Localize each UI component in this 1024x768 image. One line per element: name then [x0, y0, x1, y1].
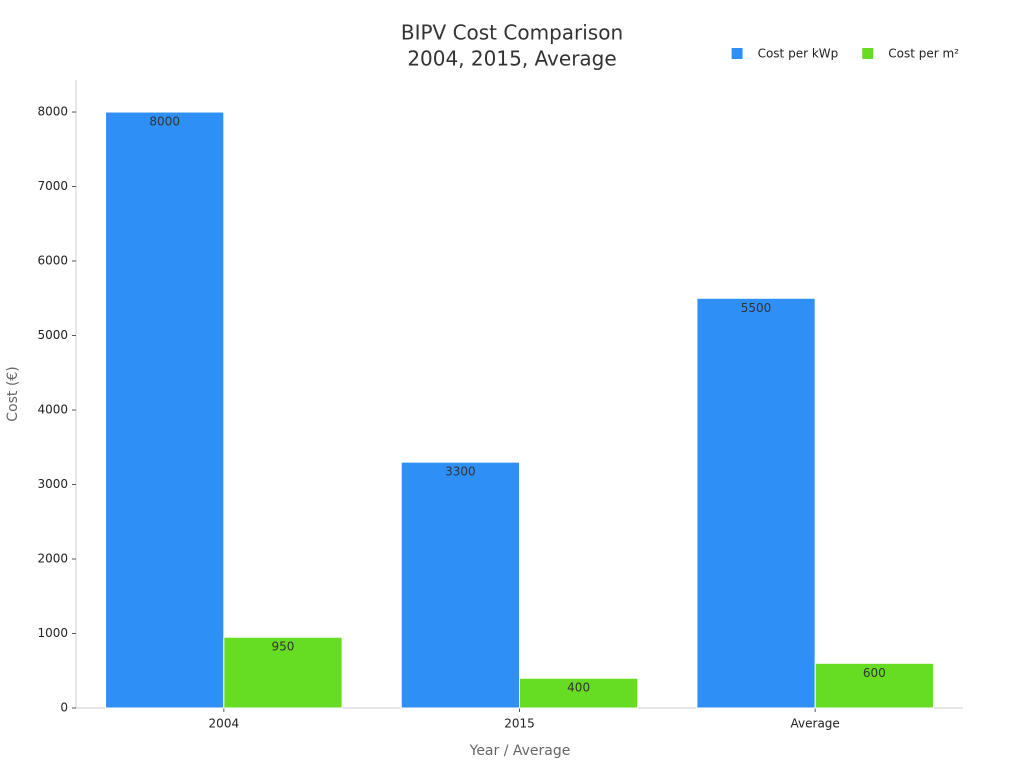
bar [105, 111, 225, 709]
x-axis-label: Year / Average [469, 743, 571, 759]
bar [696, 297, 816, 709]
y-tick-label: 2000 [37, 552, 68, 566]
legend-swatch [862, 48, 874, 59]
value-label: 950 [272, 640, 295, 654]
y-tick-label: 7000 [37, 179, 68, 193]
x-tick-label: 2015 [504, 717, 535, 731]
value-label: 400 [567, 681, 590, 695]
value-label: 3300 [445, 465, 476, 479]
y-tick-label: 1000 [37, 626, 68, 640]
chart-subtitle: 2004, 2015, Average [407, 47, 616, 71]
chart-title: BIPV Cost Comparison [401, 21, 623, 45]
y-axis-label: Cost (€) [5, 366, 21, 421]
y-tick-label: 4000 [37, 403, 68, 417]
value-label: 8000 [149, 115, 180, 129]
bar [223, 636, 343, 709]
bar [519, 677, 639, 709]
bar [814, 662, 934, 709]
y-tick-label: 6000 [37, 254, 68, 268]
bar [400, 461, 521, 709]
y-tick-label: 0 [60, 701, 68, 715]
y-tick-label: 3000 [37, 477, 68, 491]
value-label: 5500 [741, 301, 772, 315]
legend-swatch [731, 48, 743, 59]
y-tick-label: 5000 [37, 328, 68, 342]
x-tick-label: 2004 [209, 717, 240, 731]
legend-label: Cost per kWp [758, 47, 839, 61]
value-label: 600 [863, 666, 886, 680]
x-tick-label: Average [791, 717, 840, 731]
y-tick-label: 8000 [37, 105, 68, 119]
legend-label: Cost per m² [888, 47, 959, 61]
